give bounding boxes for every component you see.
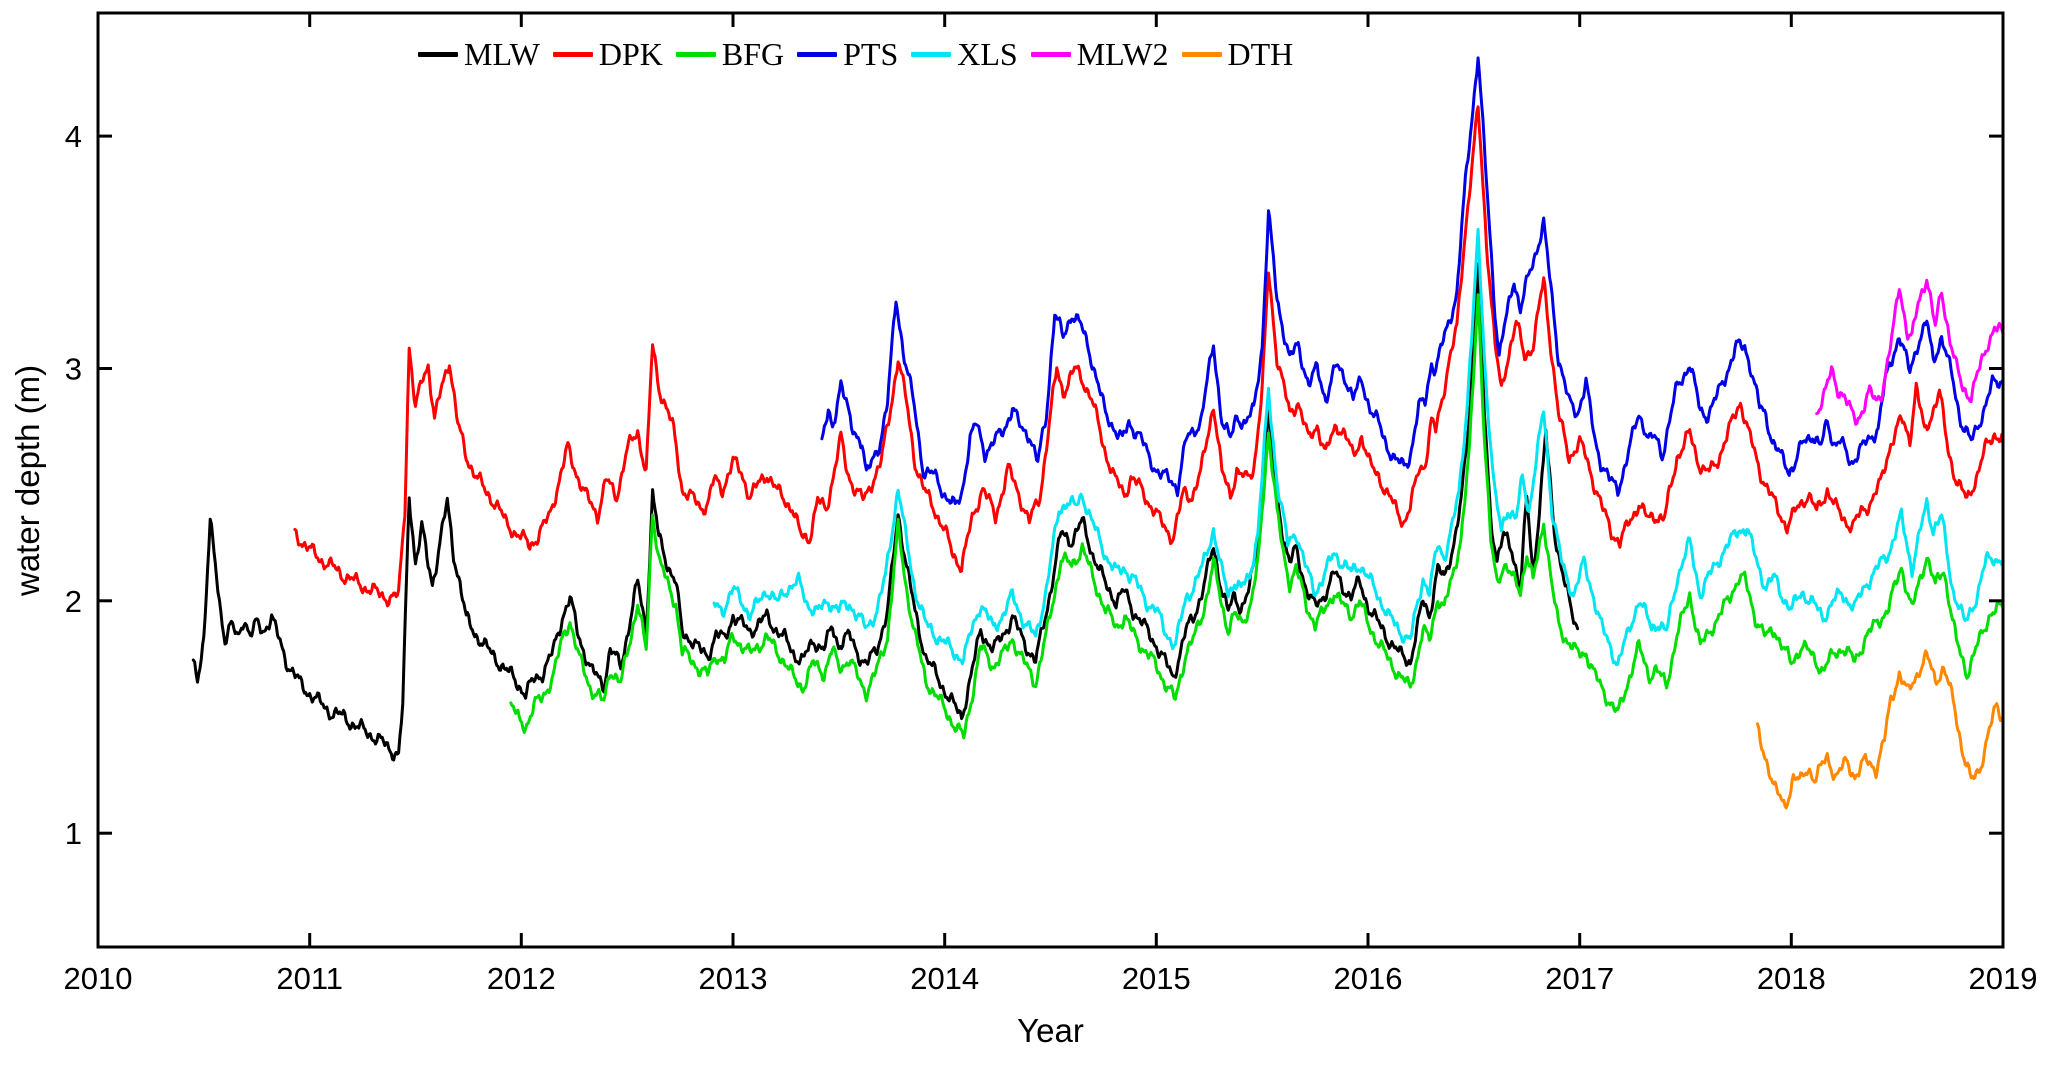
svg-text:2013: 2013 — [699, 961, 768, 996]
legend-item-dth: DTH — [1181, 36, 1294, 73]
legend-item-mlw2: MLW2 — [1030, 36, 1169, 73]
series-mlw2-line — [1815, 278, 2005, 426]
legend-label-dth: DTH — [1227, 36, 1294, 72]
legend-swatch-mlw2 — [1030, 52, 1071, 57]
legend-label-xls: XLS — [957, 36, 1018, 72]
svg-text:2014: 2014 — [910, 961, 979, 996]
legend-label-pts: PTS — [843, 36, 899, 72]
legend-item-dpk: DPK — [552, 36, 663, 73]
svg-text:2016: 2016 — [1334, 961, 1403, 996]
svg-text:2011: 2011 — [276, 961, 343, 996]
legend-label-bfg: BFG — [721, 36, 785, 72]
series-mlw-line — [191, 262, 1580, 762]
svg-text:2012: 2012 — [487, 961, 556, 996]
y-axis-label: water depth (m) — [9, 364, 46, 596]
legend-label-dpk: DPK — [598, 36, 663, 72]
series-pts-line — [820, 56, 2005, 505]
svg-text:2: 2 — [65, 584, 82, 619]
legend-swatch-dth — [1181, 52, 1222, 57]
legend-swatch-mlw — [418, 52, 458, 57]
svg-text:1: 1 — [65, 816, 82, 851]
legend-item-mlw: MLW — [418, 36, 540, 73]
svg-text:2018: 2018 — [1757, 961, 1826, 996]
axis-ticks — [96, 13, 2005, 947]
series-xls-line — [712, 227, 2005, 667]
series-dpk-line — [293, 105, 2005, 608]
series-dth-line — [1756, 649, 2005, 810]
tick-labels: 2010 2011 2012 2013 2014 2015 2016 2017 2018 2019… — [64, 119, 2038, 996]
svg-text:2017: 2017 — [1545, 961, 1614, 996]
legend-label-mlw2: MLW2 — [1076, 36, 1169, 72]
svg-text:3: 3 — [65, 352, 82, 387]
legend-item-bfg: BFG — [675, 36, 785, 73]
legend-item-pts: PTS — [797, 36, 898, 73]
legend-swatch-bfg — [675, 52, 716, 57]
series-bfg-line — [509, 293, 2005, 740]
svg-text:4: 4 — [65, 119, 82, 154]
svg-text:2010: 2010 — [64, 961, 133, 996]
svg-text:2019: 2019 — [1969, 961, 2038, 996]
legend-swatch-xls — [911, 52, 952, 57]
legend-swatch-dpk — [552, 52, 593, 57]
plot-frame — [96, 11, 2005, 949]
legend-item-xls: XLS — [911, 36, 1018, 73]
x-axis-label: Year — [1017, 1012, 1084, 1049]
legend-swatch-pts — [797, 52, 838, 57]
svg-text:2015: 2015 — [1122, 961, 1191, 996]
chart-legend: MLW DPK BFG PTS XLS MLW2 DTH — [418, 36, 1293, 73]
legend-label-mlw: MLW — [464, 36, 540, 72]
